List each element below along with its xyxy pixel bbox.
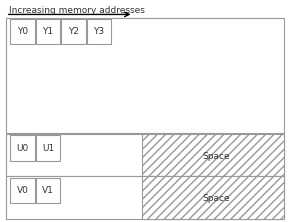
- Bar: [36, 135, 60, 161]
- Text: Increasing memory addresses: Increasing memory addresses: [9, 6, 145, 15]
- Text: V0: V0: [17, 186, 28, 195]
- Bar: [61, 19, 86, 44]
- Text: Space: Space: [202, 194, 230, 203]
- Bar: [142, 176, 284, 219]
- Bar: [87, 19, 111, 44]
- Text: Space: Space: [202, 152, 230, 161]
- Bar: [142, 134, 284, 176]
- Bar: [36, 178, 60, 203]
- Text: U0: U0: [16, 144, 29, 153]
- Text: Y1: Y1: [42, 27, 54, 36]
- Bar: [10, 19, 35, 44]
- Text: U1: U1: [42, 144, 54, 153]
- Bar: [6, 134, 284, 176]
- Bar: [10, 178, 35, 203]
- Bar: [6, 176, 284, 219]
- Bar: [36, 19, 60, 44]
- Text: Y2: Y2: [68, 27, 79, 36]
- Bar: [6, 18, 284, 133]
- Text: V1: V1: [42, 186, 54, 195]
- Text: Y3: Y3: [93, 27, 105, 36]
- Text: Y0: Y0: [17, 27, 28, 36]
- Bar: [10, 135, 35, 161]
